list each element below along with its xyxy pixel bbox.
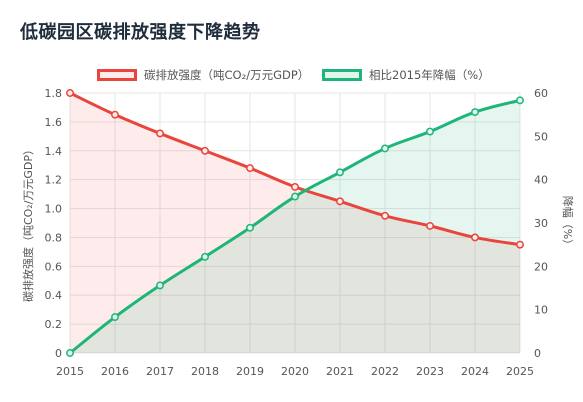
x-tick-label: 2023 — [416, 365, 444, 378]
x-tick-label: 2018 — [191, 365, 219, 378]
y-right-axis-title: 降幅（%） — [561, 196, 575, 250]
y-left-tick-label: 1.2 — [45, 174, 63, 187]
x-tick-label: 2022 — [371, 365, 399, 378]
chart-legend: 碳排放强度（吨CO₂/万元GDP） 相比2015年降幅（%） — [0, 67, 583, 85]
data-point-intensity — [66, 89, 74, 97]
data-point-reduction — [201, 252, 209, 261]
x-tick-label: 2024 — [461, 365, 489, 378]
data-point-reduction — [156, 281, 164, 290]
legend-item-intensity[interactable]: 碳排放强度（吨CO₂/万元GDP） — [97, 67, 309, 83]
chart-title: 低碳园区碳排放强度下降趋势 — [20, 22, 261, 43]
x-tick-label: 2021 — [326, 365, 354, 378]
data-point-reduction — [66, 349, 74, 357]
series-area-reduction — [70, 100, 520, 353]
data-point-intensity — [426, 221, 434, 230]
x-tick-label: 2017 — [146, 365, 174, 378]
x-tick-label: 2016 — [101, 365, 129, 378]
data-point-reduction — [291, 192, 299, 201]
y-left-tick-label: 0.8 — [45, 231, 63, 244]
legend-swatch-intensity — [97, 69, 137, 81]
y-right-tick-label: 0 — [534, 347, 541, 360]
data-point-intensity — [246, 164, 254, 173]
legend-label-reduction: 相比2015年降幅（%） — [369, 68, 490, 82]
y-left-tick-label: 1.6 — [45, 116, 63, 129]
data-point-intensity — [471, 233, 479, 242]
data-point-intensity — [291, 182, 299, 191]
series-area-intensity — [70, 93, 520, 353]
x-tick-label: 2025 — [506, 365, 534, 378]
data-point-intensity — [336, 197, 344, 206]
x-tick-label: 2020 — [281, 365, 309, 378]
data-point-reduction — [426, 127, 434, 136]
legend-item-reduction[interactable]: 相比2015年降幅（%） — [322, 67, 490, 83]
data-point-intensity — [111, 110, 119, 119]
data-point-intensity — [516, 240, 524, 249]
y-left-axis-title: 碳排放强度（吨CO₂/万元GDP） — [21, 144, 35, 302]
y-left-tick-label: 0.2 — [45, 318, 63, 331]
data-point-reduction — [336, 168, 344, 177]
data-point-reduction — [111, 313, 119, 321]
y-right-tick-label: 60 — [534, 87, 548, 100]
y-left-tick-label: 0.6 — [45, 260, 63, 273]
y-right-tick-label: 50 — [534, 130, 548, 143]
y-left-tick-label: 0 — [55, 347, 62, 360]
data-point-reduction — [246, 223, 254, 232]
data-point-reduction — [471, 108, 479, 117]
data-point-intensity — [201, 146, 209, 155]
y-right-tick-label: 20 — [534, 260, 548, 273]
y-left-tick-label: 0.4 — [45, 289, 63, 302]
legend-swatch-reduction — [322, 69, 362, 81]
data-point-intensity — [156, 129, 164, 138]
data-point-reduction — [516, 96, 524, 105]
x-tick-label: 2019 — [236, 365, 264, 378]
y-left-tick-label: 1.4 — [45, 145, 63, 158]
y-left-tick-label: 1.0 — [45, 203, 63, 216]
y-left-tick-label: 1.8 — [45, 87, 63, 100]
x-tick-label: 2015 — [56, 365, 84, 378]
data-point-reduction — [381, 144, 389, 153]
data-point-intensity — [381, 211, 389, 220]
legend-label-intensity: 碳排放强度（吨CO₂/万元GDP） — [144, 68, 310, 82]
y-right-tick-label: 10 — [534, 304, 548, 317]
y-right-tick-label: 40 — [534, 174, 548, 187]
y-right-tick-label: 30 — [534, 217, 548, 230]
